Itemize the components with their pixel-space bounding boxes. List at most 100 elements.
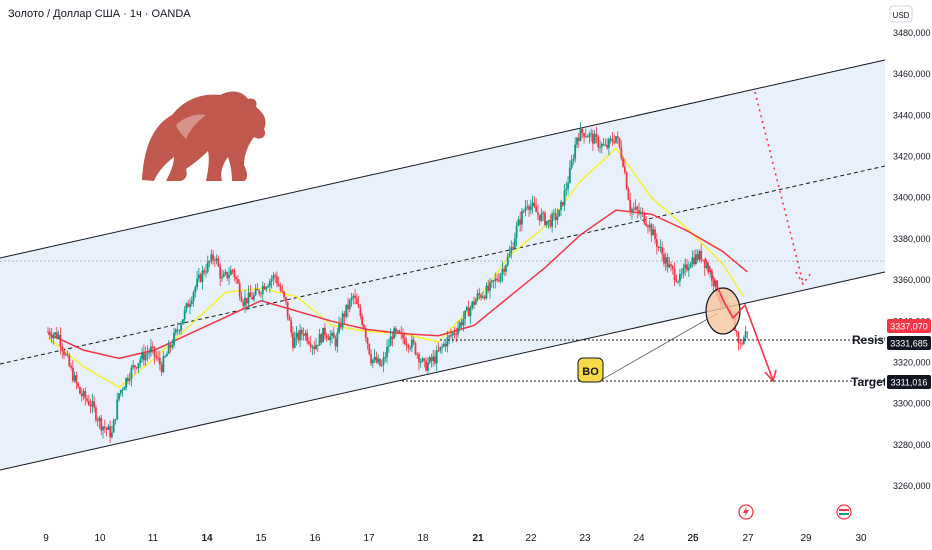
candle-body [558,209,561,217]
candle-body [272,275,275,280]
candle-body [396,330,399,332]
candle-body [616,136,619,139]
candle-body [458,322,461,328]
candle-body [645,223,648,226]
candle-body [134,365,136,368]
candle-body [263,285,266,290]
candle-body [292,332,294,348]
candle-body [513,238,516,248]
candle-body [95,407,97,420]
candle-body [691,257,694,265]
candle-body [744,331,747,338]
candle-body [363,324,365,329]
bo-badge[interactable]: BO [577,357,604,383]
candle-body [650,224,653,236]
candle-body [86,398,88,401]
candle-body [462,318,465,326]
candle-body [212,254,214,260]
candle-body [84,391,87,399]
breakout-highlight-circle[interactable] [705,287,741,335]
candle-body [554,213,557,221]
candle-body [620,147,623,159]
x-tick-label: 23 [579,533,591,544]
candle-body [187,303,190,308]
candle-body [221,276,223,279]
candle-body [481,296,484,298]
candle-body [416,354,419,356]
candle-body [206,261,209,272]
candle-body [696,254,699,260]
candle-body [634,207,637,209]
candle-body [608,139,610,148]
candle-body [552,213,555,215]
y-tick-label: 3420,000 [893,152,931,162]
candle-body [526,206,529,208]
candle-body [623,166,626,173]
projection-arrow[interactable] [704,257,777,383]
candle-body [112,420,115,433]
candle-body [299,329,301,341]
dotted-projection-arrow[interactable] [754,91,812,286]
candle-body [497,280,500,282]
x-tick-label: 22 [525,533,537,544]
lightning-event-icon[interactable] [738,504,754,520]
candle-body [103,426,106,429]
candle-body [284,297,287,302]
candle-body [226,271,229,279]
candle-body [324,327,326,335]
candle-body [659,247,662,249]
candle-body [190,300,193,304]
candle-body [339,323,342,328]
candle-body [119,390,122,394]
candle-body [535,206,538,213]
candle-body [311,346,314,348]
x-tick-label: 21 [472,533,484,544]
x-tick-label: 11 [148,533,159,544]
flag-event-icon[interactable] [836,504,852,520]
candle-body [661,247,664,255]
candle-body [599,147,601,149]
channel-upper-line[interactable] [0,59,886,259]
candle-body [426,362,429,371]
candle-body [648,224,651,228]
candle-body [466,307,468,311]
candle-body [586,136,589,138]
candle-body [54,332,56,335]
candle-body [675,279,678,282]
resist-annotation: Resist [852,333,888,347]
price-axis[interactable] [885,0,932,550]
candle-body [410,339,413,348]
candle-body [517,219,520,226]
candle-body [485,285,488,299]
y-tick-label: 3440,000 [893,110,931,120]
candle-body [150,346,152,353]
candle-body [428,357,431,363]
currency-box[interactable]: USD [889,5,913,23]
time-axis[interactable] [0,526,885,550]
candle-body [359,307,362,317]
x-tick-label: 30 [855,533,867,544]
candle-body [609,138,612,140]
candle-body [240,296,243,302]
candle-body [600,143,603,148]
candle-body [387,345,390,347]
candle-body [213,259,216,261]
candle-body [309,343,312,348]
candle-body [657,246,660,248]
candle-body [148,352,151,354]
candle-body [618,138,621,148]
candle-body [288,316,291,321]
candle-body [249,292,252,298]
y-tick-label: 3360,000 [893,275,931,285]
candle-body [425,360,427,371]
candle-body [737,332,740,343]
candle-body [146,353,149,355]
candle-body [398,330,401,333]
candle-body [592,133,594,144]
candle-body [203,270,206,273]
candle-body [451,332,454,336]
x-tick-label: 14 [201,533,213,544]
candle-body [647,225,649,228]
